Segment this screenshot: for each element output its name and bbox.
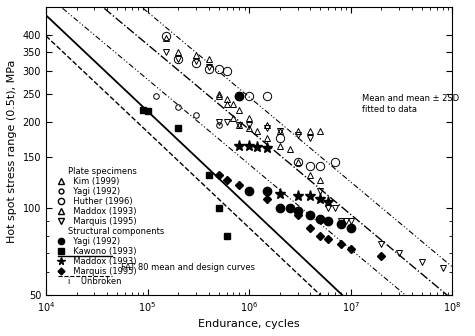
Y-axis label: Hot spot stress range (0.5t), MPa: Hot spot stress range (0.5t), MPa — [7, 59, 17, 243]
Legend: Plate specimens,   Kim (1999),   Yagi (1992),   Huther (1996),   Maddox (1993), : Plate specimens, Kim (1999), Yagi (1992)… — [54, 165, 166, 288]
X-axis label: Endurance, cycles: Endurance, cycles — [199, 319, 300, 329]
Text: Mean and mean ± 2SD
fitted to data: Mean and mean ± 2SD fitted to data — [362, 94, 459, 114]
Text: FAT 80 mean and design curves: FAT 80 mean and design curves — [121, 263, 255, 272]
